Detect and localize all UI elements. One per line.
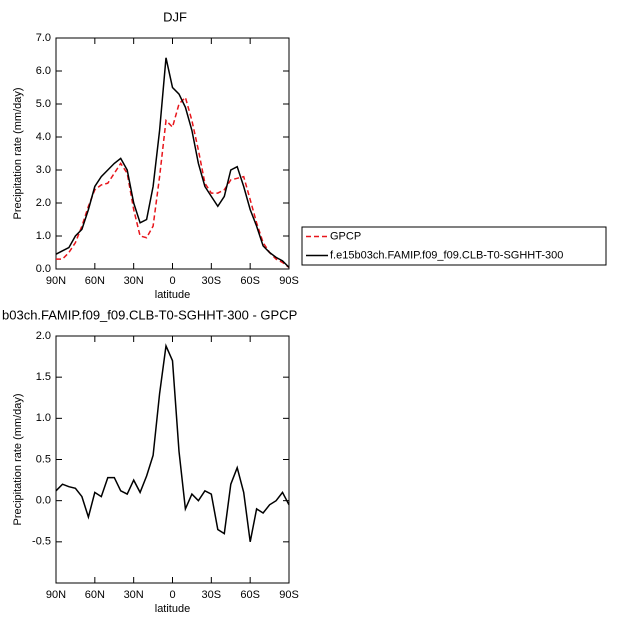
y-tick-label: 0.5 [36, 453, 51, 465]
x-tick-label: 60S [240, 589, 260, 601]
x-tick-label: 90S [279, 589, 299, 601]
x-tick-label: 30N [124, 589, 144, 601]
x-tick-label: 90S [279, 275, 299, 287]
x-tick-label: 60N [85, 589, 105, 601]
y-axis-label: Precipitation rate (mm/day) [12, 393, 24, 525]
y-tick-label: 1.0 [36, 412, 51, 424]
x-axis-label: latitude [155, 603, 190, 615]
chart-title: b03ch.FAMIP.f09_f09.CLB-T0-SGHHT-300 - G… [2, 307, 297, 322]
series-line [55, 343, 290, 542]
y-tick-label: 1.5 [36, 371, 51, 383]
y-tick-label: 6.0 [36, 65, 51, 77]
x-tick-label: 0 [169, 589, 175, 601]
x-tick-label: 90N [46, 589, 66, 601]
x-tick-label: 30S [202, 275, 222, 287]
y-tick-label: 4.0 [36, 131, 51, 143]
legend-box [301, 226, 607, 266]
y-tick-label: -0.5 [32, 536, 51, 548]
series-line [56, 95, 290, 268]
y-tick-label: 3.0 [36, 164, 51, 176]
plot-frame [55, 37, 290, 270]
plot-frame [55, 335, 290, 584]
x-tick-label: 0 [169, 275, 175, 287]
y-tick-label: 1.0 [36, 230, 51, 242]
y-axis-label: Precipitation rate (mm/day) [12, 87, 24, 219]
y-tick-label: 0.0 [36, 263, 51, 275]
chart-title: DJF [163, 9, 187, 24]
x-tick-label: 90N [46, 275, 66, 287]
x-tick-label: 60S [240, 275, 260, 287]
x-tick-label: 30S [202, 589, 222, 601]
y-tick-label: 2.0 [36, 197, 51, 209]
x-axis-label: latitude [155, 289, 190, 301]
y-tick-label: 7.0 [36, 32, 51, 44]
y-tick-label: 5.0 [36, 98, 51, 110]
x-tick-label: 60N [85, 275, 105, 287]
y-tick-label: 2.0 [36, 330, 51, 342]
legend-label: GPCP [330, 230, 361, 242]
legend-label: f.e15b03ch.FAMIP.f09_f09.CLB-T0-SGHHT-30… [330, 249, 563, 261]
x-tick-label: 30N [124, 275, 144, 287]
y-tick-label: 0.0 [36, 495, 51, 507]
series-line [55, 57, 290, 268]
